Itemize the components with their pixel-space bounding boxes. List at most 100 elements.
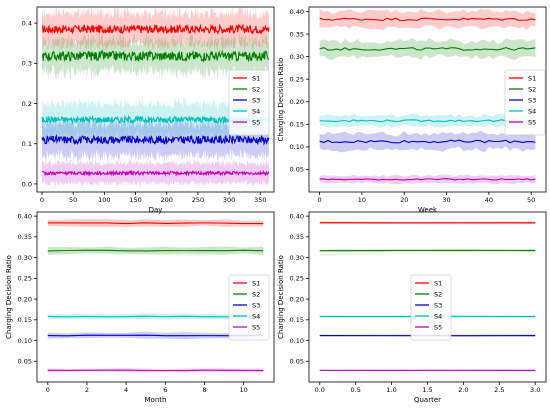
legend-label-s4: S4 — [434, 312, 442, 320]
x-tick-label: 200 — [161, 196, 173, 204]
y-tick-label: 0.30 — [18, 254, 32, 262]
y-tick-label: 0.15 — [290, 316, 304, 324]
x-tick-label: 6 — [163, 386, 167, 394]
legend-label-s5: S5 — [434, 323, 442, 331]
band-s2 — [319, 37, 536, 61]
y-tick-label: 0.35 — [18, 233, 32, 241]
y-axis-label: Charging Decision Ratio — [5, 255, 13, 339]
y-tick-label: 0.40 — [290, 212, 304, 220]
series-line-s3 — [319, 139, 536, 144]
x-axis-label: Quarter — [414, 396, 441, 404]
band-s1 — [319, 8, 536, 31]
series-line-s5 — [41, 169, 270, 177]
band-s3 — [41, 115, 270, 164]
x-tick-label: 10 — [358, 196, 366, 204]
y-tick-label: 0.05 — [290, 166, 304, 174]
series-line-s1 — [41, 23, 270, 35]
panel-1: 0 50 100 150 200 250 300 350 0.0 0.1 0.2 0.3 0.4 Day S… — [22, 6, 275, 214]
x-axis-label: Day — [149, 206, 163, 214]
y-tick-label: 0.35 — [290, 30, 304, 38]
x-tick-label: 50 — [527, 196, 535, 204]
y-tick-label: 0.05 — [18, 358, 32, 366]
y-tick-label: 0.40 — [290, 8, 304, 16]
legend: S1 S2 S3 S4 S5 — [228, 69, 270, 136]
panel-2: 0 10 20 30 40 50 0.05 0.10 0.15 0.20 0.25 0.30 0.35 0… — [277, 6, 547, 214]
series-line-s3 — [41, 133, 270, 146]
x-axis-label: Month — [145, 396, 167, 404]
x-tick-label: 100 — [98, 196, 110, 204]
legend-box — [228, 274, 270, 341]
legend-box — [410, 274, 452, 341]
y-tick-label: 0.10 — [18, 337, 32, 345]
y-tick-label: 0.25 — [290, 75, 304, 83]
legend-label-s3: S3 — [252, 301, 260, 309]
legend-label-s1: S1 — [252, 74, 260, 82]
x-tick-label: 10 — [239, 386, 247, 394]
y-tick-label: 0.2 — [22, 100, 32, 108]
legend-label-s4: S4 — [252, 312, 260, 320]
panel-4: 0.0 0.5 1.0 1.5 2.0 2.5 3.0 0.05 0.10 0.15 0.20 0.2… — [277, 211, 547, 404]
legend-label-s2: S2 — [252, 290, 260, 298]
y-axis-label: Charging Decision Ratio — [277, 58, 285, 142]
legend-label-s4: S4 — [252, 107, 260, 115]
x-tick-label: 8 — [202, 386, 206, 394]
y-axis-label: Charging Decision Ratio — [277, 255, 285, 339]
y-tick-label: 0.30 — [290, 254, 304, 262]
x-tick-label: 0 — [46, 386, 50, 394]
x-tick-label: 4 — [124, 386, 128, 394]
x-tick-label: 1.5 — [422, 386, 432, 394]
y-tick-label: 0.15 — [18, 316, 32, 324]
legend: S1 S2 S3 S4 S5 — [504, 69, 546, 136]
y-tick-label: 0.0 — [22, 180, 32, 188]
band-s4 — [41, 97, 270, 143]
y-tick-label: 0.25 — [18, 275, 32, 283]
x-tick-label: 0.5 — [351, 386, 361, 394]
legend-label-s5: S5 — [252, 118, 260, 126]
series-line-s4 — [319, 119, 536, 123]
legend-label-s4: S4 — [528, 107, 536, 115]
legend-label-s2: S2 — [528, 85, 536, 93]
band-s1 — [41, 6, 270, 54]
x-tick-label: 150 — [129, 196, 141, 204]
y-tick-label: 0.20 — [290, 295, 304, 303]
y-tick-label: 0.40 — [18, 212, 32, 220]
x-tick-label: 1.0 — [386, 386, 396, 394]
legend-label-s2: S2 — [252, 85, 260, 93]
x-axis-label: Week — [418, 206, 438, 214]
x-tick-label: 30 — [442, 196, 450, 204]
x-tick-label: 50 — [69, 196, 77, 204]
series-line-s2 — [319, 47, 536, 51]
series-line-s5 — [319, 178, 536, 181]
legend-box — [228, 69, 270, 136]
x-tick-label: 40 — [485, 196, 493, 204]
panel-3: 0 2 4 6 8 10 0.05 0.10 0.15 0.20 0.25 0.30 0.35 0.40 M… — [5, 211, 275, 404]
legend-label-s5: S5 — [252, 323, 260, 331]
legend-label-s3: S3 — [528, 96, 536, 104]
y-tick-label: 0.20 — [18, 295, 32, 303]
x-tick-label: 2.5 — [494, 386, 504, 394]
band-s3 — [319, 130, 536, 153]
legend: S1 S2 S3 S4 S5 — [410, 274, 452, 341]
legend-label-s2: S2 — [434, 290, 442, 298]
y-tick-label: 0.35 — [290, 233, 304, 241]
y-tick-label: 0.3 — [22, 60, 32, 68]
legend-label-s1: S1 — [434, 279, 442, 287]
legend-label-s5: S5 — [528, 118, 536, 126]
series-line-s4 — [47, 315, 264, 318]
x-tick-label: 350 — [254, 196, 266, 204]
series-line-s1 — [47, 222, 264, 225]
plot-frame — [308, 6, 547, 193]
y-tick-label: 0.30 — [290, 53, 304, 61]
series-line-s1 — [319, 17, 536, 22]
y-tick-label: 0.10 — [290, 337, 304, 345]
x-tick-label: 0.0 — [315, 386, 325, 394]
legend-label-s1: S1 — [528, 74, 536, 82]
plot-frame — [36, 211, 275, 383]
x-tick-label: 0 — [318, 196, 322, 204]
legend-label-s3: S3 — [434, 301, 442, 309]
x-tick-label: 0 — [40, 196, 44, 204]
x-tick-label: 2 — [85, 386, 89, 394]
legend-box — [504, 69, 546, 136]
y-tick-label: 0.20 — [290, 98, 304, 106]
